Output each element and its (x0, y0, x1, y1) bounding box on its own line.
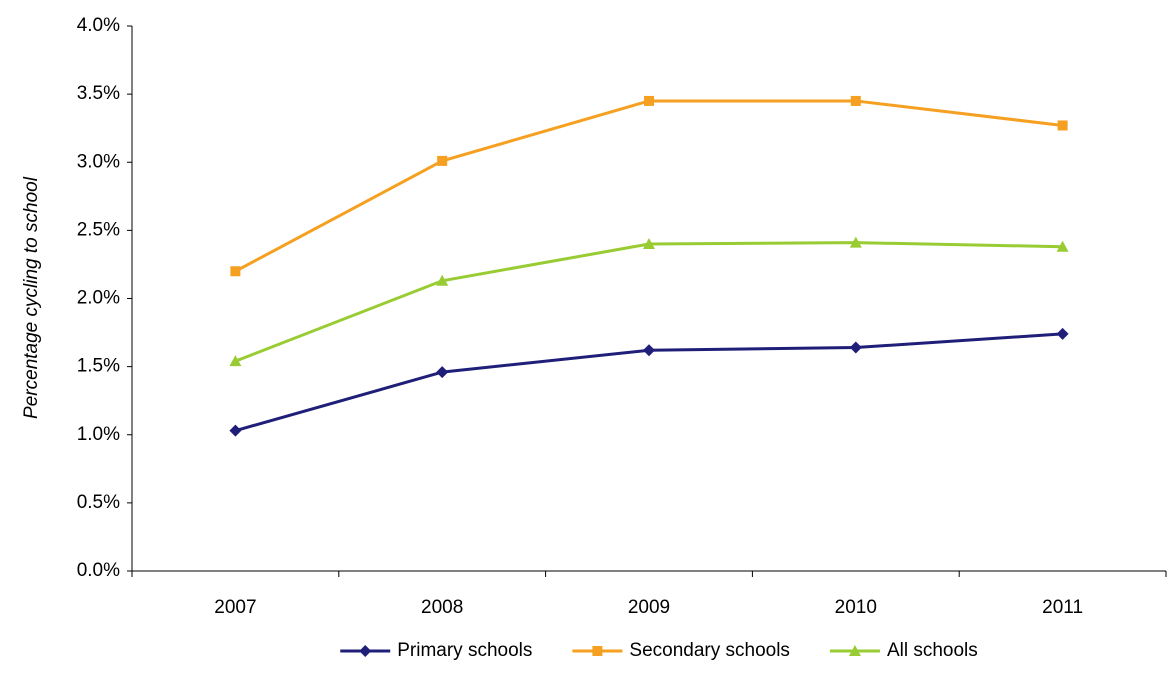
marker (643, 344, 655, 357)
marker (643, 238, 655, 249)
legend-label: Primary schools (397, 640, 532, 661)
marker (1056, 327, 1069, 340)
marker (1057, 120, 1068, 131)
marker (436, 274, 449, 286)
marker (1056, 240, 1069, 252)
marker (229, 424, 242, 437)
y-tick-label: 3.0% (77, 151, 120, 172)
legend-item: All schools (829, 640, 978, 661)
marker (849, 341, 862, 354)
x-tick-label: 2007 (214, 597, 256, 618)
y-tick-label: 0.0% (77, 560, 120, 581)
x-tick-label: 2009 (628, 597, 670, 618)
y-tick-label: 2.0% (77, 288, 120, 309)
marker (230, 266, 241, 277)
marker (592, 646, 603, 656)
legend-label: Secondary schools (629, 640, 790, 661)
y-tick-label: 3.5% (77, 83, 120, 104)
y-tick-label: 1.5% (77, 356, 120, 377)
y-tick-label: 0.5% (77, 492, 120, 513)
marker (436, 366, 449, 379)
y-axis-label: Percentage cycling to school (21, 176, 42, 419)
marker (848, 645, 861, 656)
legend-item: Primary schools (340, 640, 532, 661)
y-tick-label: 1.0% (77, 424, 120, 445)
y-tick-label: 2.5% (77, 219, 120, 240)
marker (437, 155, 448, 166)
x-tick-label: 2008 (421, 597, 463, 618)
x-tick-label: 2011 (1042, 597, 1083, 618)
marker (850, 95, 861, 106)
legend-label: All schools (887, 640, 978, 661)
x-tick-label: 2010 (835, 597, 877, 618)
legend-item: Secondary schools (572, 640, 790, 661)
marker (229, 355, 242, 367)
marker (359, 645, 372, 657)
y-tick-label: 4.0% (77, 15, 120, 36)
marker (849, 236, 862, 248)
marker (644, 95, 654, 106)
